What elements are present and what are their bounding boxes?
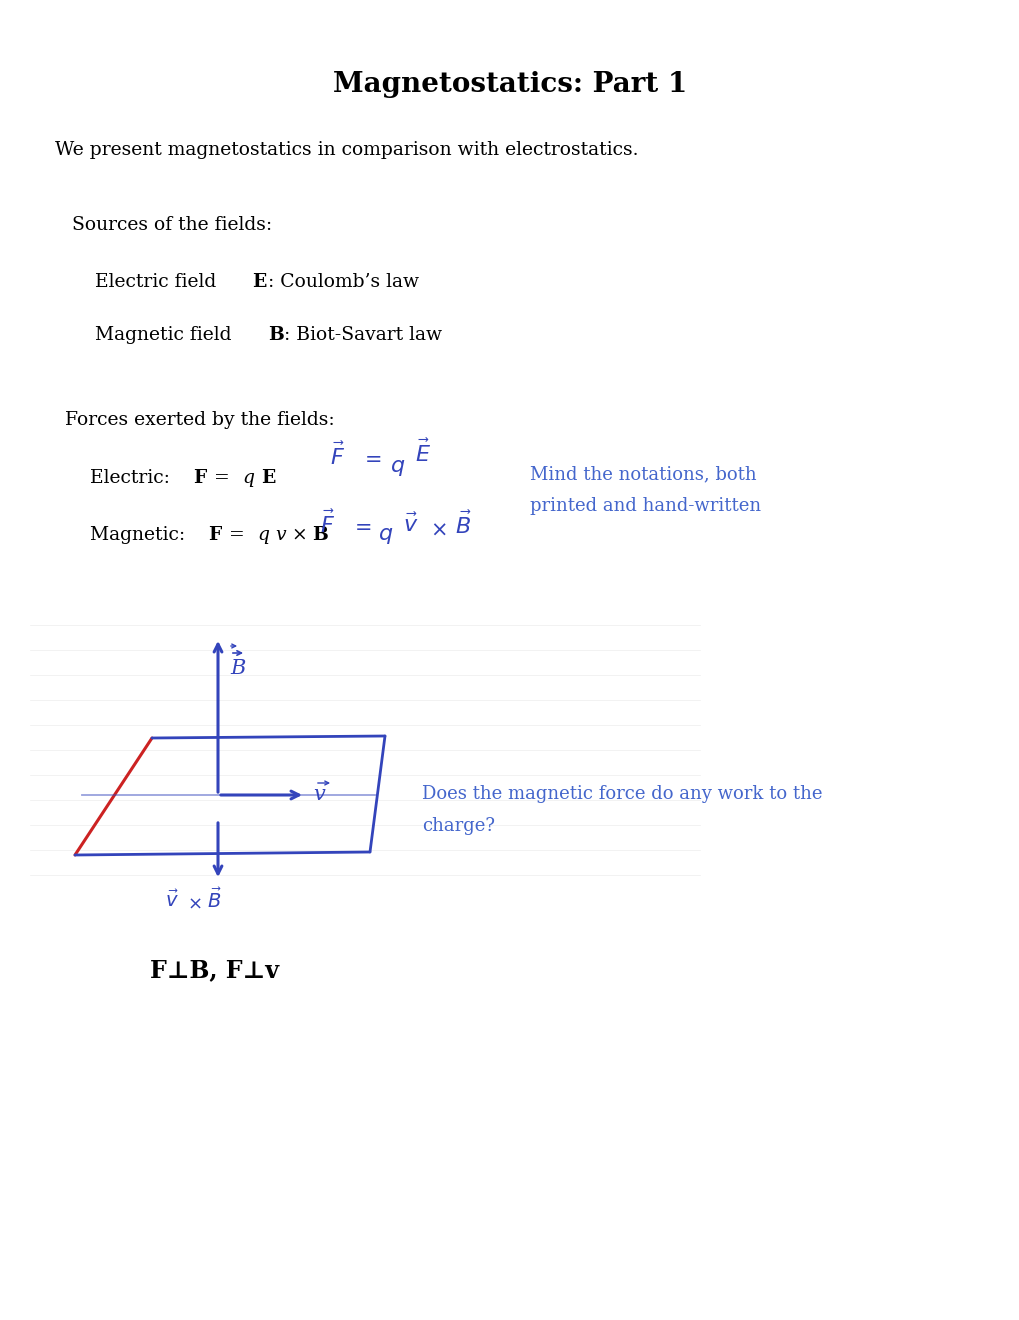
Text: $\vec{F}$: $\vec{F}$ xyxy=(330,441,344,469)
Text: Sources of the fields:: Sources of the fields: xyxy=(72,216,272,234)
Text: Electric:: Electric: xyxy=(90,469,175,487)
Text: We present magnetostatics in comparison with electrostatics.: We present magnetostatics in comparison … xyxy=(55,141,638,158)
Text: Electric field: Electric field xyxy=(95,273,222,290)
Text: E: E xyxy=(261,469,275,487)
Text: B: B xyxy=(268,326,283,345)
Text: B: B xyxy=(312,525,327,544)
Text: E: E xyxy=(252,273,266,290)
Text: $\times$: $\times$ xyxy=(186,895,202,913)
Text: F: F xyxy=(193,469,206,487)
Text: F⊥B, F⊥v: F⊥B, F⊥v xyxy=(150,958,279,982)
Text: Magnetostatics: Part 1: Magnetostatics: Part 1 xyxy=(332,71,687,99)
Text: $\vec{F}$: $\vec{F}$ xyxy=(320,510,335,537)
Text: Does the magnetic force do any work to the
charge?: Does the magnetic force do any work to t… xyxy=(422,785,821,836)
Text: =: = xyxy=(223,525,251,544)
Text: $\vec{v}$: $\vec{v}$ xyxy=(165,890,178,911)
Text: F: F xyxy=(208,525,221,544)
Text: ×: × xyxy=(290,525,307,544)
Text: : Biot-Savart law: : Biot-Savart law xyxy=(283,326,441,345)
Text: $\vec{E}$: $\vec{E}$ xyxy=(415,438,431,466)
Text: $\vec{B}$: $\vec{B}$ xyxy=(454,511,471,537)
Text: $\times$: $\times$ xyxy=(430,520,446,540)
Text: Magnetic field: Magnetic field xyxy=(95,326,237,345)
Text: : Coulomb’s law: : Coulomb’s law xyxy=(268,273,419,290)
Text: =: = xyxy=(365,450,388,470)
Text: Forces exerted by the fields:: Forces exerted by the fields: xyxy=(65,411,334,429)
Text: $q$: $q$ xyxy=(389,458,405,478)
Text: =: = xyxy=(208,469,235,487)
Text: $\vec{v}$: $\vec{v}$ xyxy=(403,512,418,536)
Text: $q$: $q$ xyxy=(378,525,393,546)
Text: $\vec{B}$: $\vec{B}$ xyxy=(207,888,222,912)
Text: Magnetic:: Magnetic: xyxy=(90,525,191,544)
Text: v: v xyxy=(275,525,285,544)
Text: v: v xyxy=(313,785,324,804)
Text: q: q xyxy=(242,469,254,487)
Text: B: B xyxy=(229,659,246,677)
Text: q: q xyxy=(257,525,269,544)
Text: Mind the notations, both
printed and hand-written: Mind the notations, both printed and han… xyxy=(530,465,760,515)
Text: =: = xyxy=(355,517,379,539)
